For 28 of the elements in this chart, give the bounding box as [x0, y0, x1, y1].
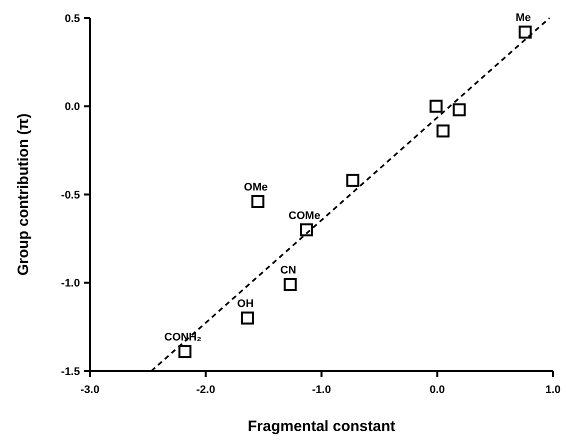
annotation: Me [516, 12, 531, 24]
y-tick-label: -1.5 [61, 366, 80, 378]
y-tick-label: 0.0 [64, 101, 80, 114]
x-tick-label: 0.0 [430, 384, 445, 396]
point [430, 100, 443, 113]
y-tick-label: 0.5 [64, 12, 80, 25]
y-tick-label: -0.5 [61, 189, 80, 202]
annotation: CN [280, 264, 296, 277]
point [284, 278, 297, 292]
point [518, 26, 532, 39]
x-tick-label: -3.0 [80, 384, 100, 396]
x-tick-label: -1.0 [312, 384, 331, 396]
annotation: COMe [288, 210, 320, 222]
point [436, 124, 450, 138]
x-tick-label: -2.0 [196, 384, 216, 396]
point [346, 174, 360, 187]
y-axis-title: Group contribution (π) [15, 113, 32, 276]
annotation: CONH₂ [164, 332, 202, 344]
annotation: OMe [244, 182, 268, 194]
point [251, 195, 264, 208]
x-axis-title: Fragmental constant [248, 418, 396, 435]
point [452, 103, 466, 116]
y-tick-label: -1.0 [61, 278, 80, 290]
x-tick-label: 1.0 [545, 384, 561, 396]
annotation: OH [237, 298, 254, 310]
point [178, 345, 192, 358]
point [240, 312, 254, 325]
point [300, 223, 313, 236]
